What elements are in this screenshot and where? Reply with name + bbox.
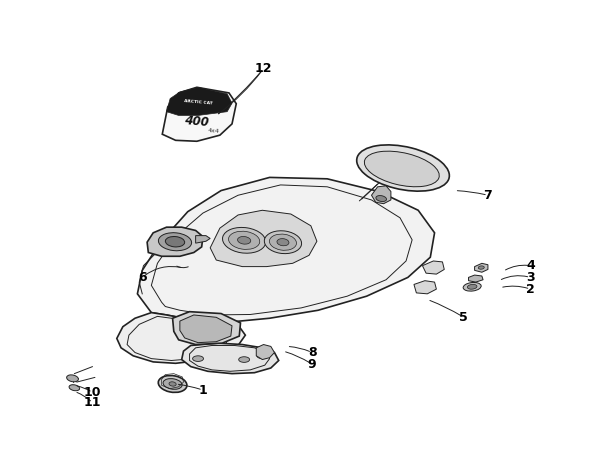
Text: 4x4: 4x4 xyxy=(207,128,220,134)
Polygon shape xyxy=(210,210,317,266)
Ellipse shape xyxy=(277,238,289,246)
Ellipse shape xyxy=(159,233,192,251)
Ellipse shape xyxy=(264,231,302,254)
Ellipse shape xyxy=(463,283,481,291)
Polygon shape xyxy=(173,312,241,344)
Polygon shape xyxy=(196,236,210,243)
Text: 7: 7 xyxy=(483,189,492,202)
Polygon shape xyxy=(474,263,488,272)
Ellipse shape xyxy=(228,231,259,249)
Polygon shape xyxy=(180,315,232,342)
Text: 5: 5 xyxy=(459,311,468,324)
Ellipse shape xyxy=(269,234,296,250)
Ellipse shape xyxy=(193,356,204,361)
Ellipse shape xyxy=(169,382,176,386)
Text: 8: 8 xyxy=(308,346,316,359)
Ellipse shape xyxy=(357,145,449,191)
Text: 10: 10 xyxy=(84,386,101,399)
Polygon shape xyxy=(414,281,436,294)
Text: 11: 11 xyxy=(84,396,101,409)
Text: 3: 3 xyxy=(526,271,535,284)
Text: 400: 400 xyxy=(184,114,209,129)
Ellipse shape xyxy=(468,285,477,289)
Ellipse shape xyxy=(257,353,268,359)
Text: 6: 6 xyxy=(138,271,146,284)
Ellipse shape xyxy=(239,357,250,362)
Text: 2: 2 xyxy=(526,283,535,295)
Ellipse shape xyxy=(67,375,78,382)
Ellipse shape xyxy=(364,151,439,187)
Ellipse shape xyxy=(69,385,80,391)
Polygon shape xyxy=(182,343,278,374)
Text: 12: 12 xyxy=(255,62,272,75)
Polygon shape xyxy=(166,87,232,115)
Ellipse shape xyxy=(376,196,387,201)
Polygon shape xyxy=(422,261,444,274)
Polygon shape xyxy=(147,227,203,256)
Polygon shape xyxy=(138,177,435,322)
Polygon shape xyxy=(256,344,274,360)
Text: 1: 1 xyxy=(198,384,207,397)
Ellipse shape xyxy=(159,376,187,392)
Polygon shape xyxy=(469,275,483,282)
Ellipse shape xyxy=(478,266,484,269)
Text: 9: 9 xyxy=(308,358,316,371)
Ellipse shape xyxy=(237,237,251,244)
Polygon shape xyxy=(162,87,236,141)
Text: 4: 4 xyxy=(526,259,535,272)
Ellipse shape xyxy=(163,379,182,390)
Text: ARCTIC CAT: ARCTIC CAT xyxy=(184,99,212,105)
Ellipse shape xyxy=(223,228,266,253)
Polygon shape xyxy=(371,186,391,204)
Ellipse shape xyxy=(165,237,185,247)
Polygon shape xyxy=(117,313,245,363)
